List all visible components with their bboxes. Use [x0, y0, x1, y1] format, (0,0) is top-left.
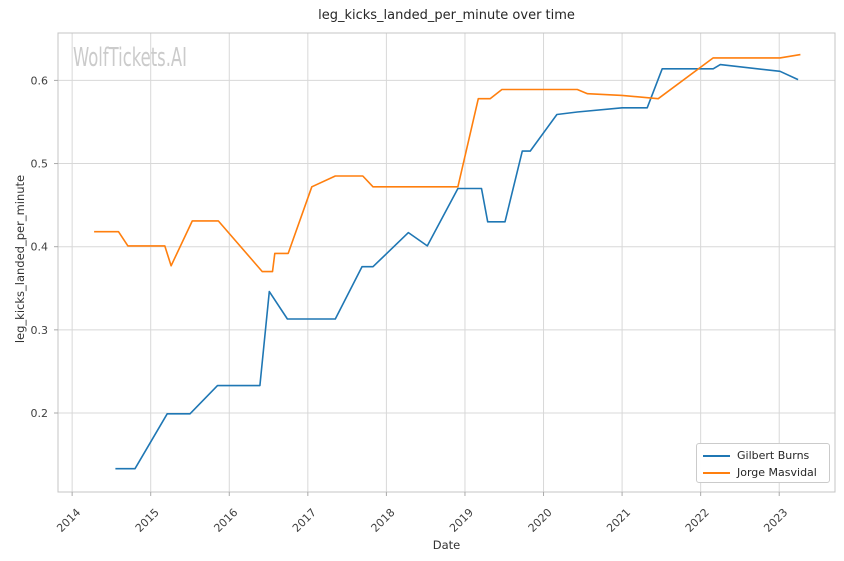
legend-item-gilbert-burns: Gilbert Burns — [703, 447, 823, 464]
legend-line-swatch — [703, 471, 730, 474]
y-tick-label: 0.3 — [31, 324, 49, 337]
chart-title: leg_kicks_landed_per_minute over time — [318, 8, 575, 23]
x-tick-label: 2016 — [211, 506, 240, 535]
legend-item-jorge-masvidal: Jorge Masvidal — [703, 464, 823, 481]
y-tick-label: 0.5 — [31, 158, 49, 171]
y-tick-label: 0.6 — [31, 74, 49, 87]
y-axis-label: leg_kicks_landed_per_minute — [13, 175, 27, 343]
x-tick-label: 2020 — [526, 506, 555, 535]
watermark: WolfTickets.AI — [73, 43, 187, 73]
x-tick-label: 2019 — [447, 506, 476, 535]
x-axis-label: Date — [433, 538, 461, 552]
plot-border — [57, 32, 836, 493]
legend-line-swatch — [703, 454, 730, 457]
y-tick-label: 0.4 — [31, 241, 49, 254]
x-tick-label: 2022 — [683, 506, 712, 535]
x-tick-label: 2018 — [369, 506, 398, 535]
x-tick-label: 2017 — [290, 506, 319, 535]
y-tick-label: 0.2 — [31, 407, 49, 420]
series-line-jorge-masvidal — [94, 53, 801, 273]
legend-label: Jorge Masvidal — [737, 466, 817, 479]
x-tick-label: 2015 — [133, 506, 162, 535]
x-tick-label: 2014 — [54, 506, 83, 535]
series-layer — [94, 53, 801, 470]
x-tick-label: 2023 — [761, 506, 790, 535]
x-tick-label: 2021 — [604, 506, 633, 535]
legend: Gilbert Burns Jorge Masvidal — [696, 443, 830, 483]
ticks-layer: 2014 2015 2016 2017 2018 2019 2020 2021 2022 2023… — [31, 74, 791, 535]
legend-label: Gilbert Burns — [737, 449, 810, 462]
grid-layer — [57, 32, 836, 493]
series-line-gilbert-burns — [115, 63, 799, 470]
